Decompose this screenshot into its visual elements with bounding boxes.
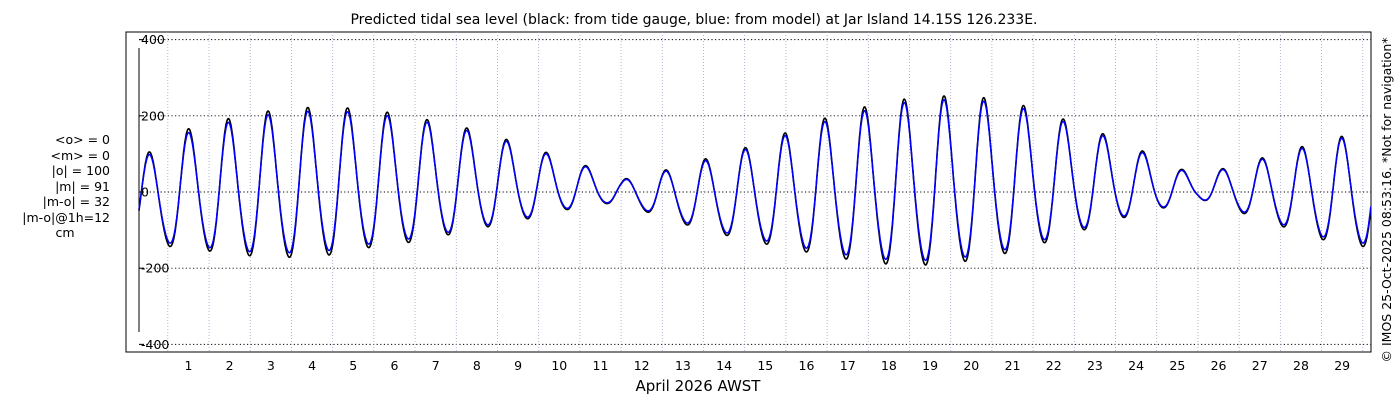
x-tick-label: 17 xyxy=(840,358,856,373)
y-tick-label: 400 xyxy=(141,32,165,47)
x-tick-label: 26 xyxy=(1211,358,1227,373)
x-tick-label: 14 xyxy=(716,358,732,373)
x-tick-label: 9 xyxy=(514,358,522,373)
axis xyxy=(138,39,144,345)
series-group xyxy=(138,95,1372,266)
x-tick-label: 7 xyxy=(432,358,440,373)
x-tick-label: 5 xyxy=(349,358,357,373)
stat-abs-diff: |m-o| = 32 xyxy=(42,194,110,209)
x-tick-label: 15 xyxy=(757,358,773,373)
y-tick-label: 200 xyxy=(141,108,165,123)
x-tick-label: 1 xyxy=(184,358,192,373)
stat-unit: cm xyxy=(55,225,75,240)
x-tick-label: 28 xyxy=(1293,358,1309,373)
y-tick-label: -400 xyxy=(141,337,169,352)
x-tick-label: 6 xyxy=(390,358,398,373)
x-tick-label: 27 xyxy=(1252,358,1268,373)
stats-panel: <o> = 0 <m> = 0 |o| = 100 |m| = 91 |m-o|… xyxy=(12,132,118,241)
x-tick-label: 23 xyxy=(1087,358,1103,373)
x-tick-label: 18 xyxy=(881,358,897,373)
x-tick-label: 11 xyxy=(593,358,609,373)
x-axis-label: April 2026 AWST xyxy=(636,377,762,395)
x-tick-label: 10 xyxy=(551,358,567,373)
stat-abs-obs: |o| = 100 xyxy=(51,163,110,178)
x-tick-label: 20 xyxy=(963,358,979,373)
chart-title: Predicted tidal sea level (black: from t… xyxy=(350,12,1037,28)
stat-mean-model: <m> = 0 xyxy=(50,147,111,163)
x-tick-label: 8 xyxy=(473,358,481,373)
x-tick-label: 4 xyxy=(308,358,316,373)
x-tick-label: 25 xyxy=(1169,358,1185,373)
x-tick-label: 21 xyxy=(1005,358,1021,373)
x-tick-label: 29 xyxy=(1334,358,1350,373)
series-tide-gauge-line xyxy=(138,95,1372,266)
x-tick-label: 16 xyxy=(799,358,815,373)
credit-text: © IMOS 25-Oct-2025 08:53:16. *Not for na… xyxy=(1379,38,1394,363)
x-tick-label: 2 xyxy=(226,358,234,373)
x-tick-label: 12 xyxy=(634,358,650,373)
y-tick-label: 0 xyxy=(141,185,149,200)
x-tick-label: 19 xyxy=(922,358,938,373)
y-tick-label: -200 xyxy=(141,261,169,276)
stat-mean-obs: <o> = 0 xyxy=(55,132,110,147)
series-model-line xyxy=(138,98,1372,262)
x-tick-label: 24 xyxy=(1128,358,1144,373)
stat-abs-diff-1h: |m-o|@1h=12 xyxy=(22,209,110,225)
x-tick-label: 13 xyxy=(675,358,691,373)
stat-abs-model: |m| = 91 xyxy=(55,178,110,194)
x-tick-label: 22 xyxy=(1046,358,1062,373)
x-tick-label: 3 xyxy=(267,358,275,373)
